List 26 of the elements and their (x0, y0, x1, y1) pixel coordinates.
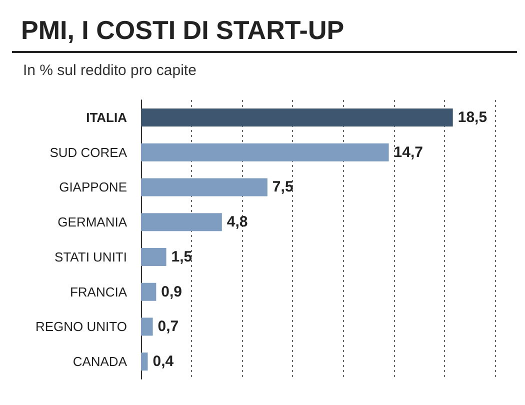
y-tick-label: SUD COREA (50, 144, 128, 160)
bar (141, 318, 153, 336)
y-tick-label: GERMANIA (58, 214, 128, 230)
data-label: 18,5 (458, 108, 488, 126)
chart-title: PMI, I COSTI DI START-UP (21, 15, 344, 45)
bar (141, 178, 268, 196)
bar (141, 248, 166, 266)
y-tick-label: STATI UNITI (54, 249, 127, 264)
data-label: 0,9 (161, 283, 182, 300)
data-label: 1,5 (171, 248, 192, 266)
y-tick-label: FRANCIA (70, 284, 128, 300)
bar (141, 282, 156, 301)
bar (141, 352, 148, 371)
data-label: 4,8 (226, 214, 248, 231)
bar (141, 213, 222, 232)
bar (141, 108, 453, 126)
y-tick-label: GIAPPONE (59, 180, 128, 195)
data-label: 7,5 (272, 178, 294, 196)
y-tick-label: CANADA (72, 354, 128, 370)
y-tick-label: REGNO UNITO (36, 319, 127, 334)
data-label: 0,7 (158, 318, 179, 336)
data-label: 14,7 (394, 144, 424, 161)
y-tick-label: ITALIA (86, 110, 128, 125)
data-label: 0,4 (152, 353, 174, 370)
chart-subtitle: In % sul reddito pro capite (23, 62, 196, 79)
bar (141, 143, 389, 162)
